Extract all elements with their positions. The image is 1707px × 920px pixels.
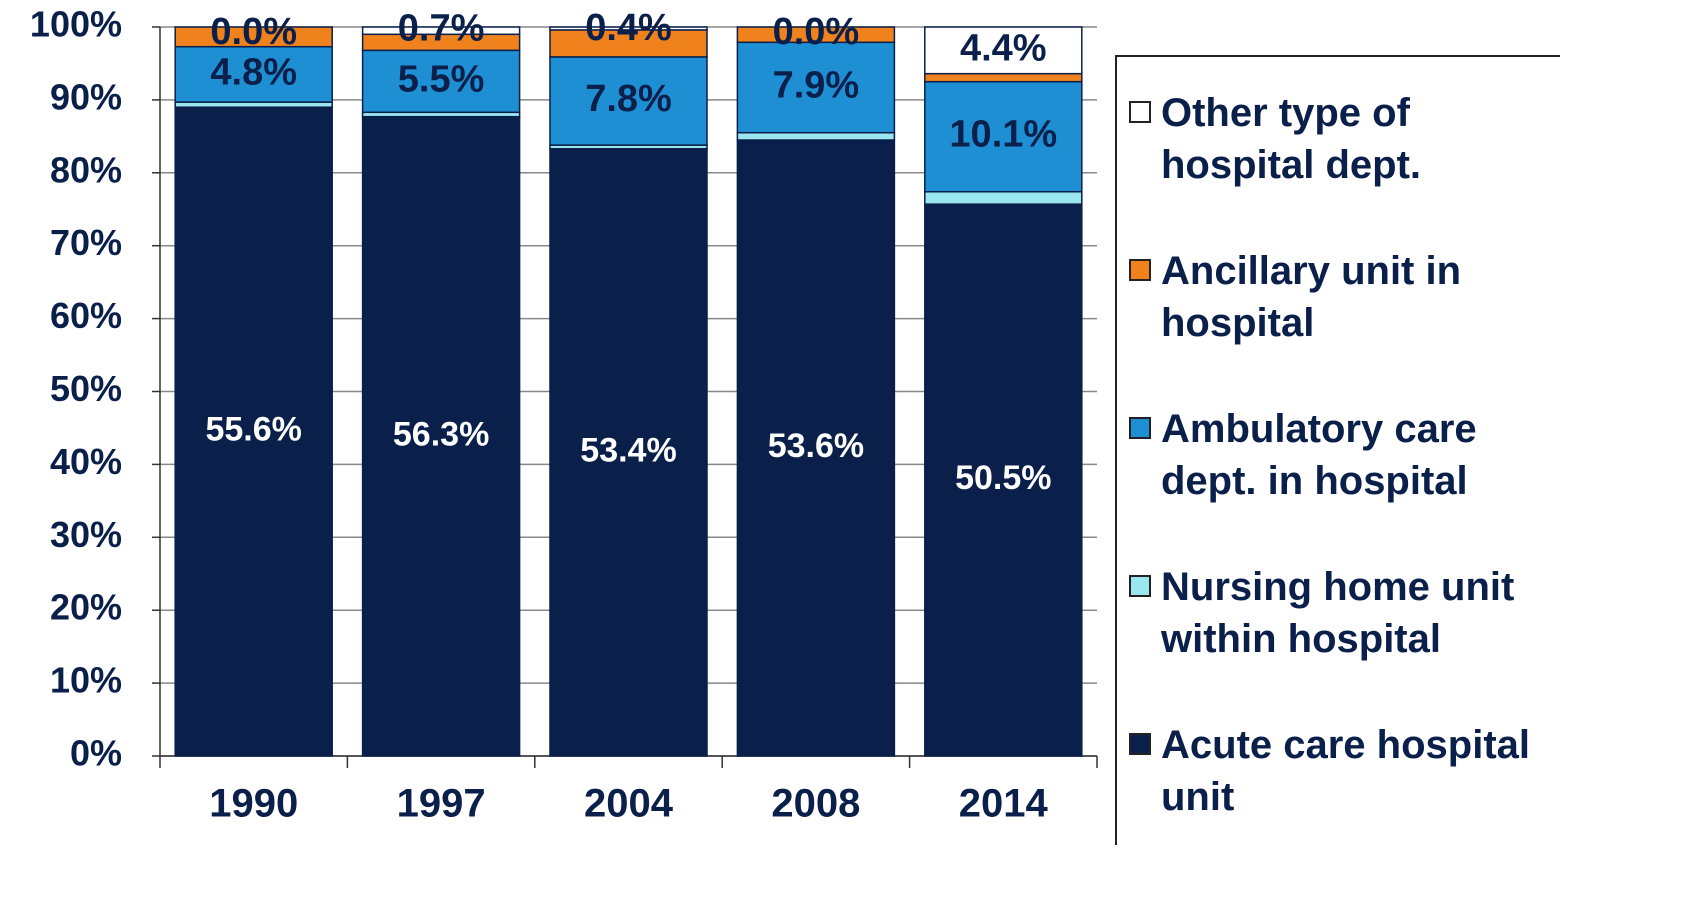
data-label: 5.5% [398, 58, 485, 100]
bar-segment [736, 139, 896, 757]
y-tick-label: 0% [70, 733, 122, 774]
legend-label: Other type of hospital dept. [1161, 91, 1421, 187]
data-label: 4.4% [960, 27, 1047, 69]
bar-segment [924, 72, 1083, 83]
y-tick-label: 40% [50, 441, 122, 482]
data-label: 0.4% [585, 7, 672, 49]
legend-label: Ancillary unit in hospital [1161, 249, 1462, 345]
data-label: 0.7% [398, 8, 485, 50]
legend-label: Nursing home unit within hospital [1161, 565, 1515, 661]
x-tick-label: 1990 [209, 782, 298, 826]
data-label: 10.1% [949, 114, 1057, 156]
data-label: 4.8% [210, 51, 297, 93]
data-label: 55.6% [205, 411, 301, 449]
data-label: 0.0% [773, 11, 860, 53]
data-label: 0.0% [210, 11, 297, 53]
legend-item: Other type of hospital dept. [1129, 87, 1560, 245]
x-tick-label: 2004 [584, 782, 674, 826]
legend-swatch [1129, 575, 1151, 597]
bar-segment [361, 115, 521, 757]
y-tick-label: 90% [50, 76, 122, 117]
y-tick-label: 60% [50, 295, 122, 336]
y-tick-label: 100% [30, 4, 122, 45]
data-label: 53.4% [580, 431, 676, 469]
y-tick-label: 10% [50, 660, 122, 701]
legend-item: Ambulatory care dept. in hospital [1129, 403, 1560, 561]
legend-swatch [1129, 417, 1151, 439]
bar-segment [924, 191, 1083, 205]
bar-segment [924, 80, 1083, 193]
x-tick-label: 1997 [397, 782, 486, 826]
bar-segment [736, 131, 896, 141]
y-tick-label: 30% [50, 514, 122, 555]
legend: Other type of hospital dept. Ancillary un… [1115, 55, 1560, 845]
bar-segment [924, 26, 1083, 75]
legend-swatch [1129, 259, 1151, 281]
legend-swatch [1129, 733, 1151, 755]
y-tick-label: 70% [50, 222, 122, 263]
y-tick-label: 50% [50, 368, 122, 409]
legend-item: Acute care hospital unit [1129, 719, 1560, 877]
x-tick-label: 2014 [959, 782, 1049, 826]
bar-segment [549, 147, 708, 757]
data-label: 50.5% [955, 459, 1051, 497]
bar-segment [924, 203, 1083, 757]
legend-swatch [1129, 101, 1151, 123]
bar-segment [549, 26, 708, 31]
data-label: 56.3% [393, 415, 489, 453]
data-label: 7.9% [773, 65, 860, 107]
legend-item: Nursing home unit within hospital [1129, 561, 1560, 719]
legend-label: Ambulatory care dept. in hospital [1161, 407, 1477, 503]
bar-segment [361, 49, 521, 114]
bar-segment [736, 26, 896, 44]
legend-item: Ancillary unit in hospital [1129, 245, 1560, 403]
bar-segment [174, 101, 333, 108]
x-tick-label: 2008 [771, 782, 860, 826]
data-label: 7.8% [585, 78, 672, 120]
y-tick-label: 20% [50, 587, 122, 628]
bar-segment [549, 56, 708, 146]
bar-segment [174, 106, 333, 757]
data-label: 53.6% [768, 427, 864, 465]
bar-segment [361, 26, 521, 36]
legend-label: Acute care hospital unit [1161, 723, 1531, 819]
y-tick-label: 80% [50, 149, 122, 190]
bar-segment [174, 45, 333, 103]
bar-segment [174, 26, 333, 48]
